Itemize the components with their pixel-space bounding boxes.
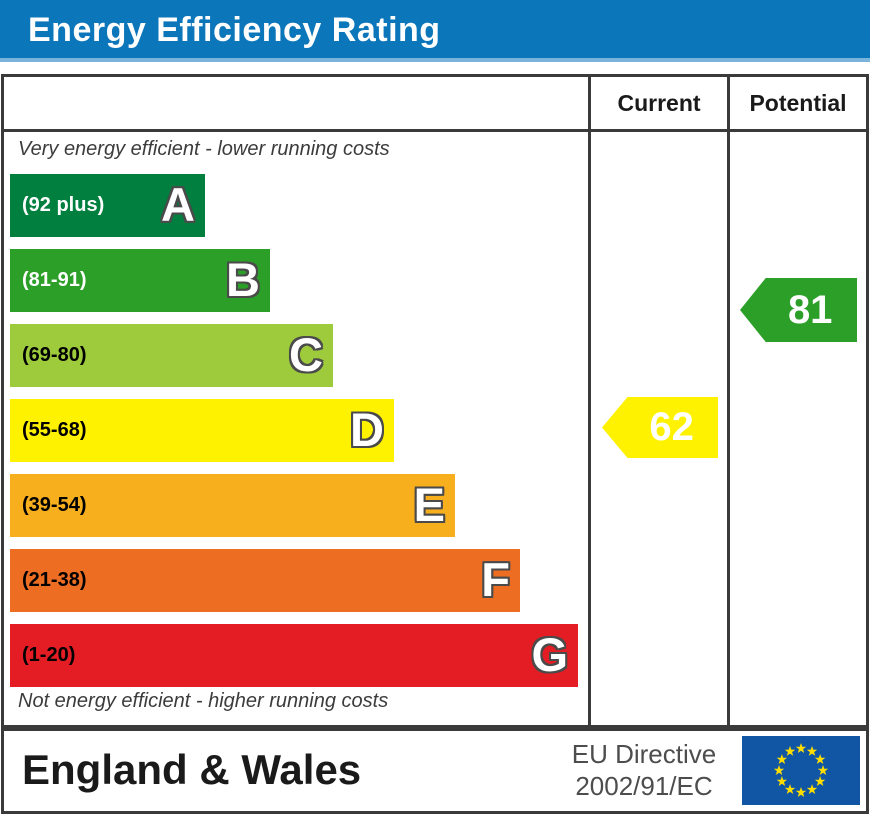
band-row-c: (69-80) C <box>10 324 333 387</box>
band-range-label: (39-54) <box>22 494 87 516</box>
band-letter: A <box>161 178 195 231</box>
band-letter: D <box>350 403 384 456</box>
potential-column-header: Potential <box>749 90 847 116</box>
band-row-b: (81-91) B <box>10 249 270 312</box>
band-letter: G <box>531 628 568 681</box>
band-range-label: (21-38) <box>22 569 87 591</box>
eu-directive-line2: 2002/91/EC <box>575 771 713 801</box>
current-column: Current <box>588 77 727 725</box>
rating-table: Current Potential Very energy efficient … <box>1 74 869 728</box>
band-range-label: (69-80) <box>22 344 87 366</box>
footer: England & Wales EU Directive 2002/91/EC <box>1 728 869 814</box>
band-range-label: (92 plus) <box>22 194 105 216</box>
bottom-caption: Not energy efficient - higher running co… <box>18 690 389 712</box>
current-rating-arrow: 62 <box>602 397 718 458</box>
current-rating-value: 62 <box>649 405 694 449</box>
current-column-header: Current <box>617 90 701 116</box>
band-row-d: (55-68) D <box>10 399 394 462</box>
band-range-label: (55-68) <box>22 419 87 441</box>
band-range-label: (81-91) <box>22 269 87 291</box>
band-row-e: (39-54) E <box>10 474 455 537</box>
band-row-f: (21-38) F <box>10 549 520 612</box>
band-letter: F <box>481 553 510 606</box>
chart-title-bar: Energy Efficiency Rating <box>0 0 870 62</box>
eu-directive-label: EU Directive 2002/91/EC <box>552 738 736 802</box>
page-title: Energy Efficiency Rating <box>28 11 441 49</box>
eu-directive-line1: EU Directive <box>571 739 717 769</box>
potential-column: Potential <box>727 77 866 725</box>
band-letter: E <box>413 478 445 531</box>
potential-rating-value: 81 <box>787 288 833 332</box>
band-range-label: (1-20) <box>22 644 76 666</box>
top-caption: Very energy efficient - lower running co… <box>18 138 390 160</box>
band-row-a: (92 plus) A <box>10 174 205 237</box>
band-letter: B <box>226 253 260 306</box>
potential-rating-arrow: 81 <box>740 278 857 342</box>
table-header-row <box>4 77 866 132</box>
band-letter: C <box>289 328 323 381</box>
region-label: England & Wales <box>22 746 362 793</box>
eu-flag-icon <box>742 736 860 805</box>
band-row-g: (1-20) G <box>10 624 578 687</box>
